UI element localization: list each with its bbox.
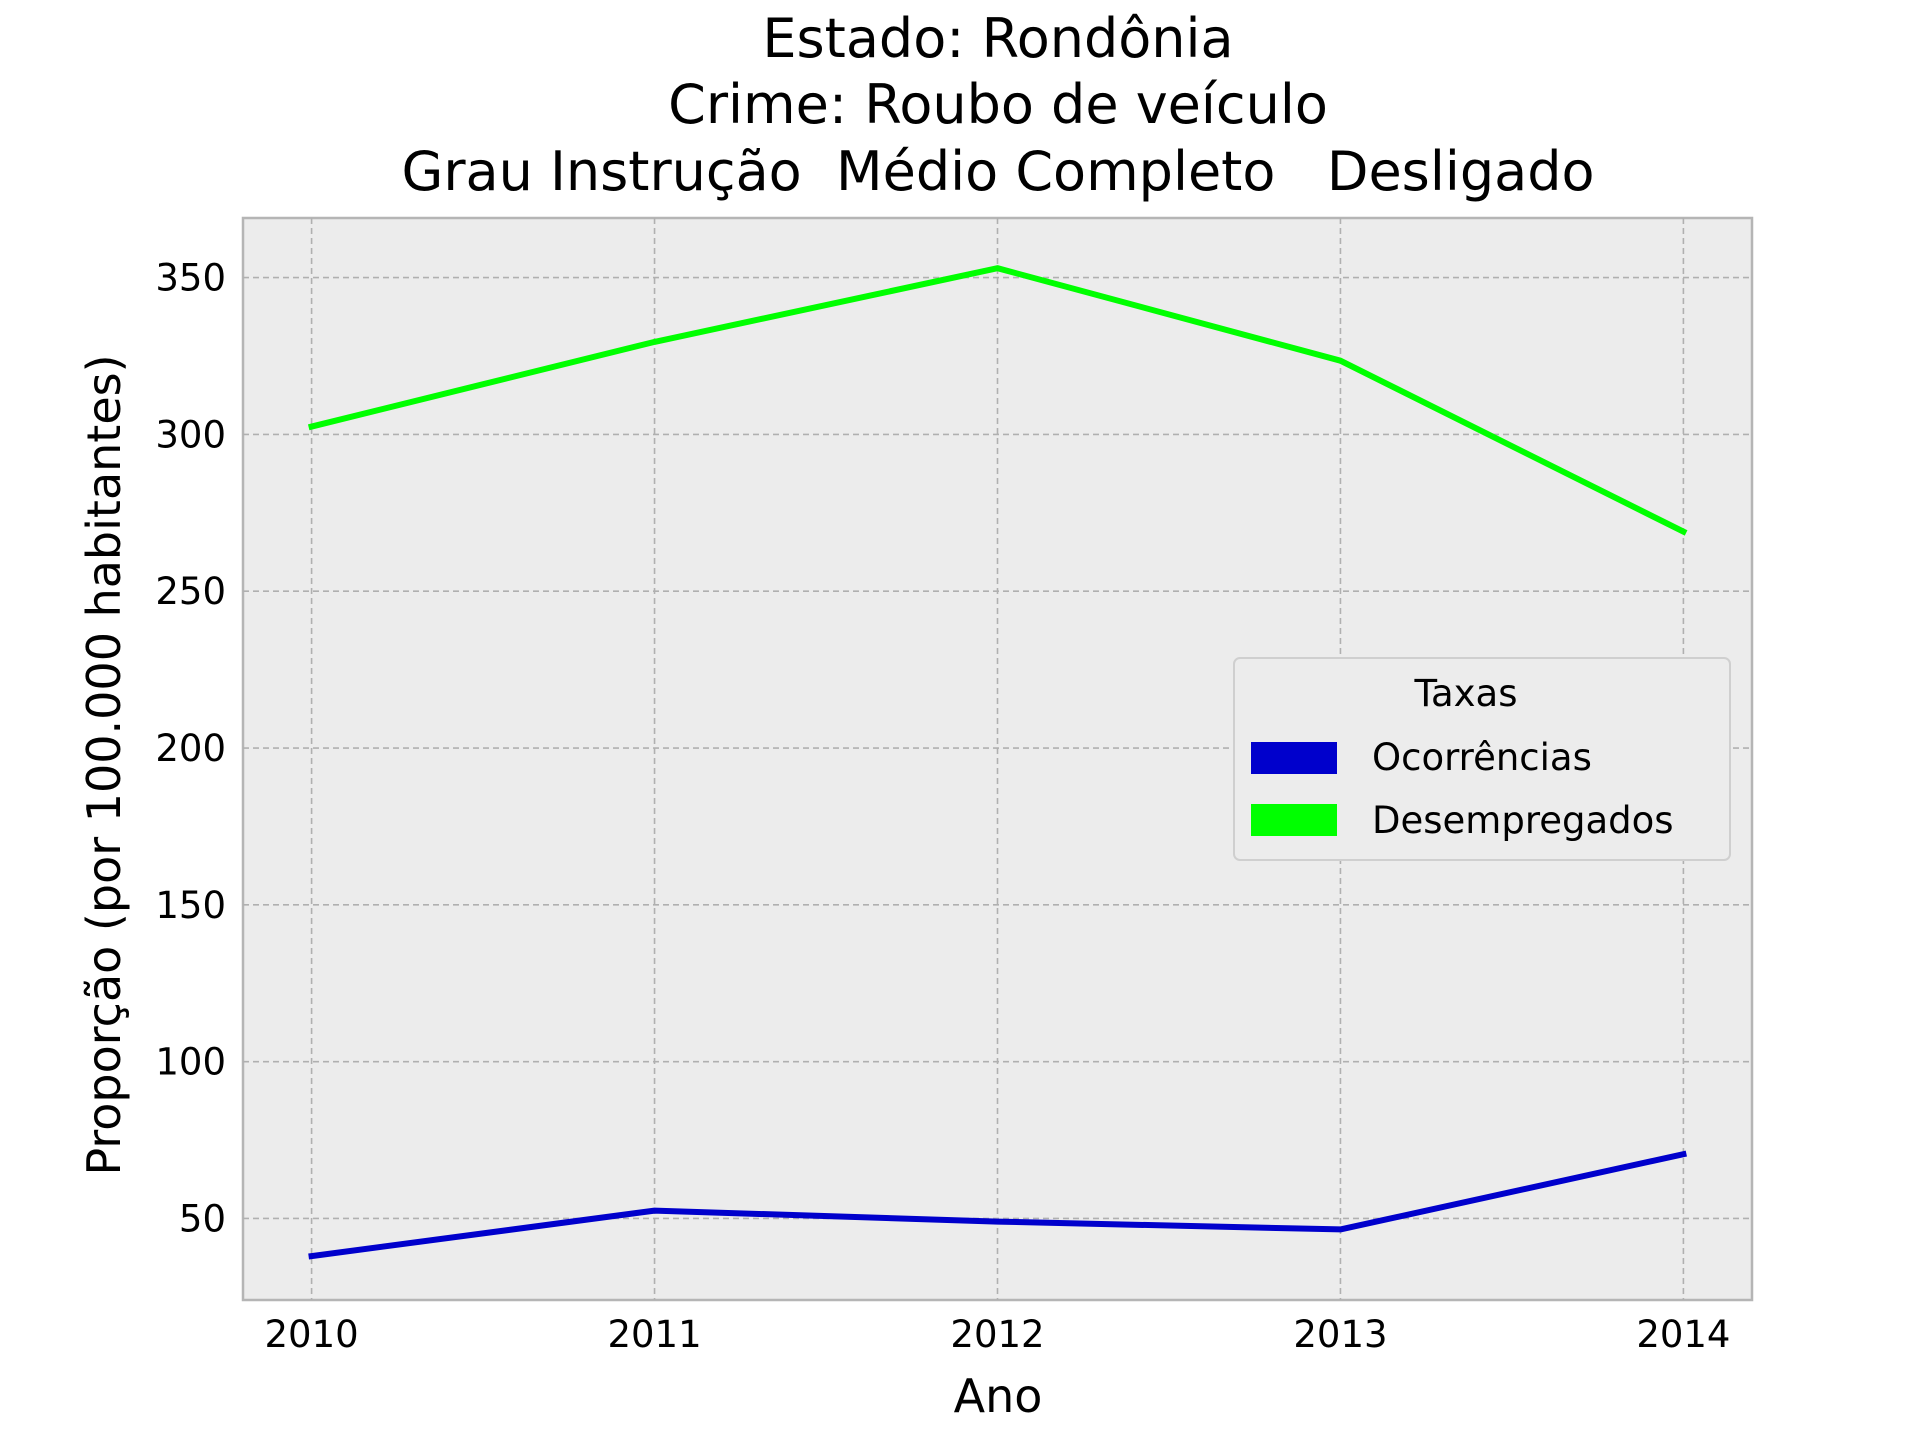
series-line-0 [308,1150,1687,1260]
x-tick-label: 2011 [607,1313,701,1356]
chart-title-line-2: Crime: Roubo de veículo [668,73,1328,136]
legend-label-desempregados: Desempregados [1372,799,1674,842]
grid-lines [243,218,1752,1300]
chart-title-line-3: Grau Instrução Médio Completo Desligado [401,140,1594,203]
y-tick-label: 50 [179,1197,226,1240]
legend-swatch-desempregados [1251,804,1337,836]
series-layer [307,265,1688,1260]
chart-title-line-1: Estado: Rondônia [762,7,1233,70]
legend-title: Taxas [1414,672,1518,715]
y-tick-label: 150 [155,884,226,927]
x-axis-label: Ano [954,1369,1043,1423]
legend-label-ocorrencias: Ocorrências [1372,736,1592,779]
x-tick-label: 2010 [265,1313,359,1356]
y-tick-label: 200 [155,727,226,770]
x-tick-label: 2013 [1293,1313,1387,1356]
legend: Taxas Ocorrências Desempregados [1233,657,1731,861]
tick-labels: 2010 2011 2012 2013 2014 50 100 150 200 250 300 350 [155,257,1730,1356]
x-tick-label: 2014 [1636,1313,1730,1356]
y-tick-label: 300 [155,413,226,456]
series-line-1 [307,265,1688,536]
x-tick-label: 2012 [950,1313,1044,1356]
y-tick-label: 350 [155,257,226,300]
y-tick-label: 250 [155,570,226,613]
legend-swatch-ocorrencias [1251,742,1337,774]
legend-box [1233,657,1731,861]
y-tick-label: 100 [155,1041,226,1084]
y-axis-label: Proporção (por 100.000 habitantes) [77,354,131,1175]
